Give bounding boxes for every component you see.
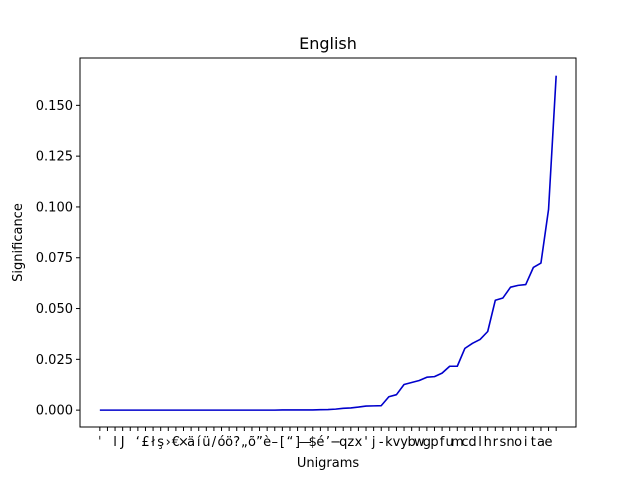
- x-tick-label: z: [347, 435, 354, 450]
- x-tick-label: -: [379, 435, 384, 450]
- x-tick-label: r: [493, 435, 499, 450]
- y-tick-label: 0.000: [36, 404, 73, 419]
- x-tick-label: ]: [295, 435, 300, 450]
- x-tick-label: l: [478, 435, 482, 450]
- chart-title: English: [299, 34, 357, 53]
- x-tick-label: õ: [248, 435, 256, 450]
- x-tick-label: /: [212, 435, 217, 450]
- y-axis-label: Significance: [11, 203, 26, 282]
- x-tick-label: £: [141, 435, 149, 450]
- x-tick-label: g: [423, 435, 431, 450]
- x-tick-label: s: [500, 435, 507, 450]
- x-tick-label: u: [446, 435, 454, 450]
- y-tick-label: 0.125: [36, 150, 73, 165]
- x-tick-label: c: [461, 435, 468, 450]
- x-tick-label: é: [316, 435, 324, 450]
- x-tick-label: p: [430, 435, 438, 450]
- x-tick-label: a: [537, 435, 545, 450]
- x-tick-label: l: [113, 435, 117, 450]
- x-tick-label: ”: [256, 435, 263, 450]
- x-tick-label: m: [451, 435, 464, 450]
- x-tick-label: j: [371, 435, 376, 450]
- x-tick-label: f: [440, 435, 445, 450]
- x-tick-label: „: [241, 435, 248, 450]
- y-tick-label: 0.150: [36, 99, 73, 114]
- x-tick-label: q: [339, 435, 347, 450]
- x-tick-label: ': [364, 435, 368, 450]
- x-tick-label: x: [355, 435, 363, 450]
- x-tick-label: v: [393, 435, 401, 450]
- x-tick-label: ×: [178, 435, 189, 450]
- plot-area: [80, 58, 576, 427]
- x-tick-label: i: [524, 435, 528, 450]
- plot-frame: [79, 57, 577, 428]
- x-tick-label: h: [484, 435, 492, 450]
- significance-line: [99, 75, 557, 411]
- x-tick-label: y: [400, 435, 408, 450]
- x-axis-label: Unigrams: [297, 456, 360, 471]
- x-tick-label: ä: [187, 435, 195, 450]
- y-tick-label: 0.050: [36, 302, 73, 317]
- y-tick-label: 0.025: [36, 353, 73, 368]
- x-tick-label: [: [280, 435, 285, 450]
- x-tick-label: w: [414, 435, 425, 450]
- y-tick-label: 0.075: [36, 251, 73, 266]
- x-tick-label: t: [531, 435, 536, 450]
- x-tick-label: $: [309, 435, 317, 450]
- x-tick-label: −: [330, 435, 341, 450]
- x-tick-label: ş: [157, 435, 164, 450]
- x-tick-label: ö: [225, 435, 233, 450]
- x-tick-label: ›: [166, 435, 171, 450]
- x-axis-ticks: ˈ l J ‘£ ł ş › €×ä í ü / ó ö? „ õ” è –[“]—$ é’ −q z x ' j - k v y b…: [98, 427, 557, 450]
- x-tick-label: —: [299, 435, 312, 450]
- x-tick-label: ˈ: [98, 435, 102, 450]
- x-tick-label: e: [545, 435, 553, 450]
- x-tick-label: €: [172, 435, 180, 450]
- y-tick-label: 0.100: [36, 200, 73, 215]
- x-tick-label: ü: [202, 435, 210, 450]
- x-tick-label: í: [197, 435, 201, 450]
- x-tick-label: ’: [326, 435, 330, 450]
- x-tick-label: b: [408, 435, 416, 450]
- x-tick-label: o: [514, 435, 522, 450]
- series-layer: [99, 75, 557, 411]
- x-tick-label: ?: [233, 435, 240, 450]
- x-tick-label: k: [385, 435, 393, 450]
- x-tick-label: ó: [218, 435, 226, 450]
- x-tick-label: d: [468, 435, 476, 450]
- y-axis-ticks: 0.000 0.025 0.050 0.075 0.100 0.125 0.150: [36, 99, 80, 419]
- x-tick-label: “: [287, 435, 294, 450]
- x-tick-label: J: [120, 435, 125, 450]
- x-tick-label: ł: [151, 435, 155, 450]
- x-tick-label: è: [263, 435, 271, 450]
- x-tick-label: –: [272, 435, 279, 450]
- x-tick-label: ‘: [136, 435, 140, 450]
- x-tick-label: n: [506, 435, 514, 450]
